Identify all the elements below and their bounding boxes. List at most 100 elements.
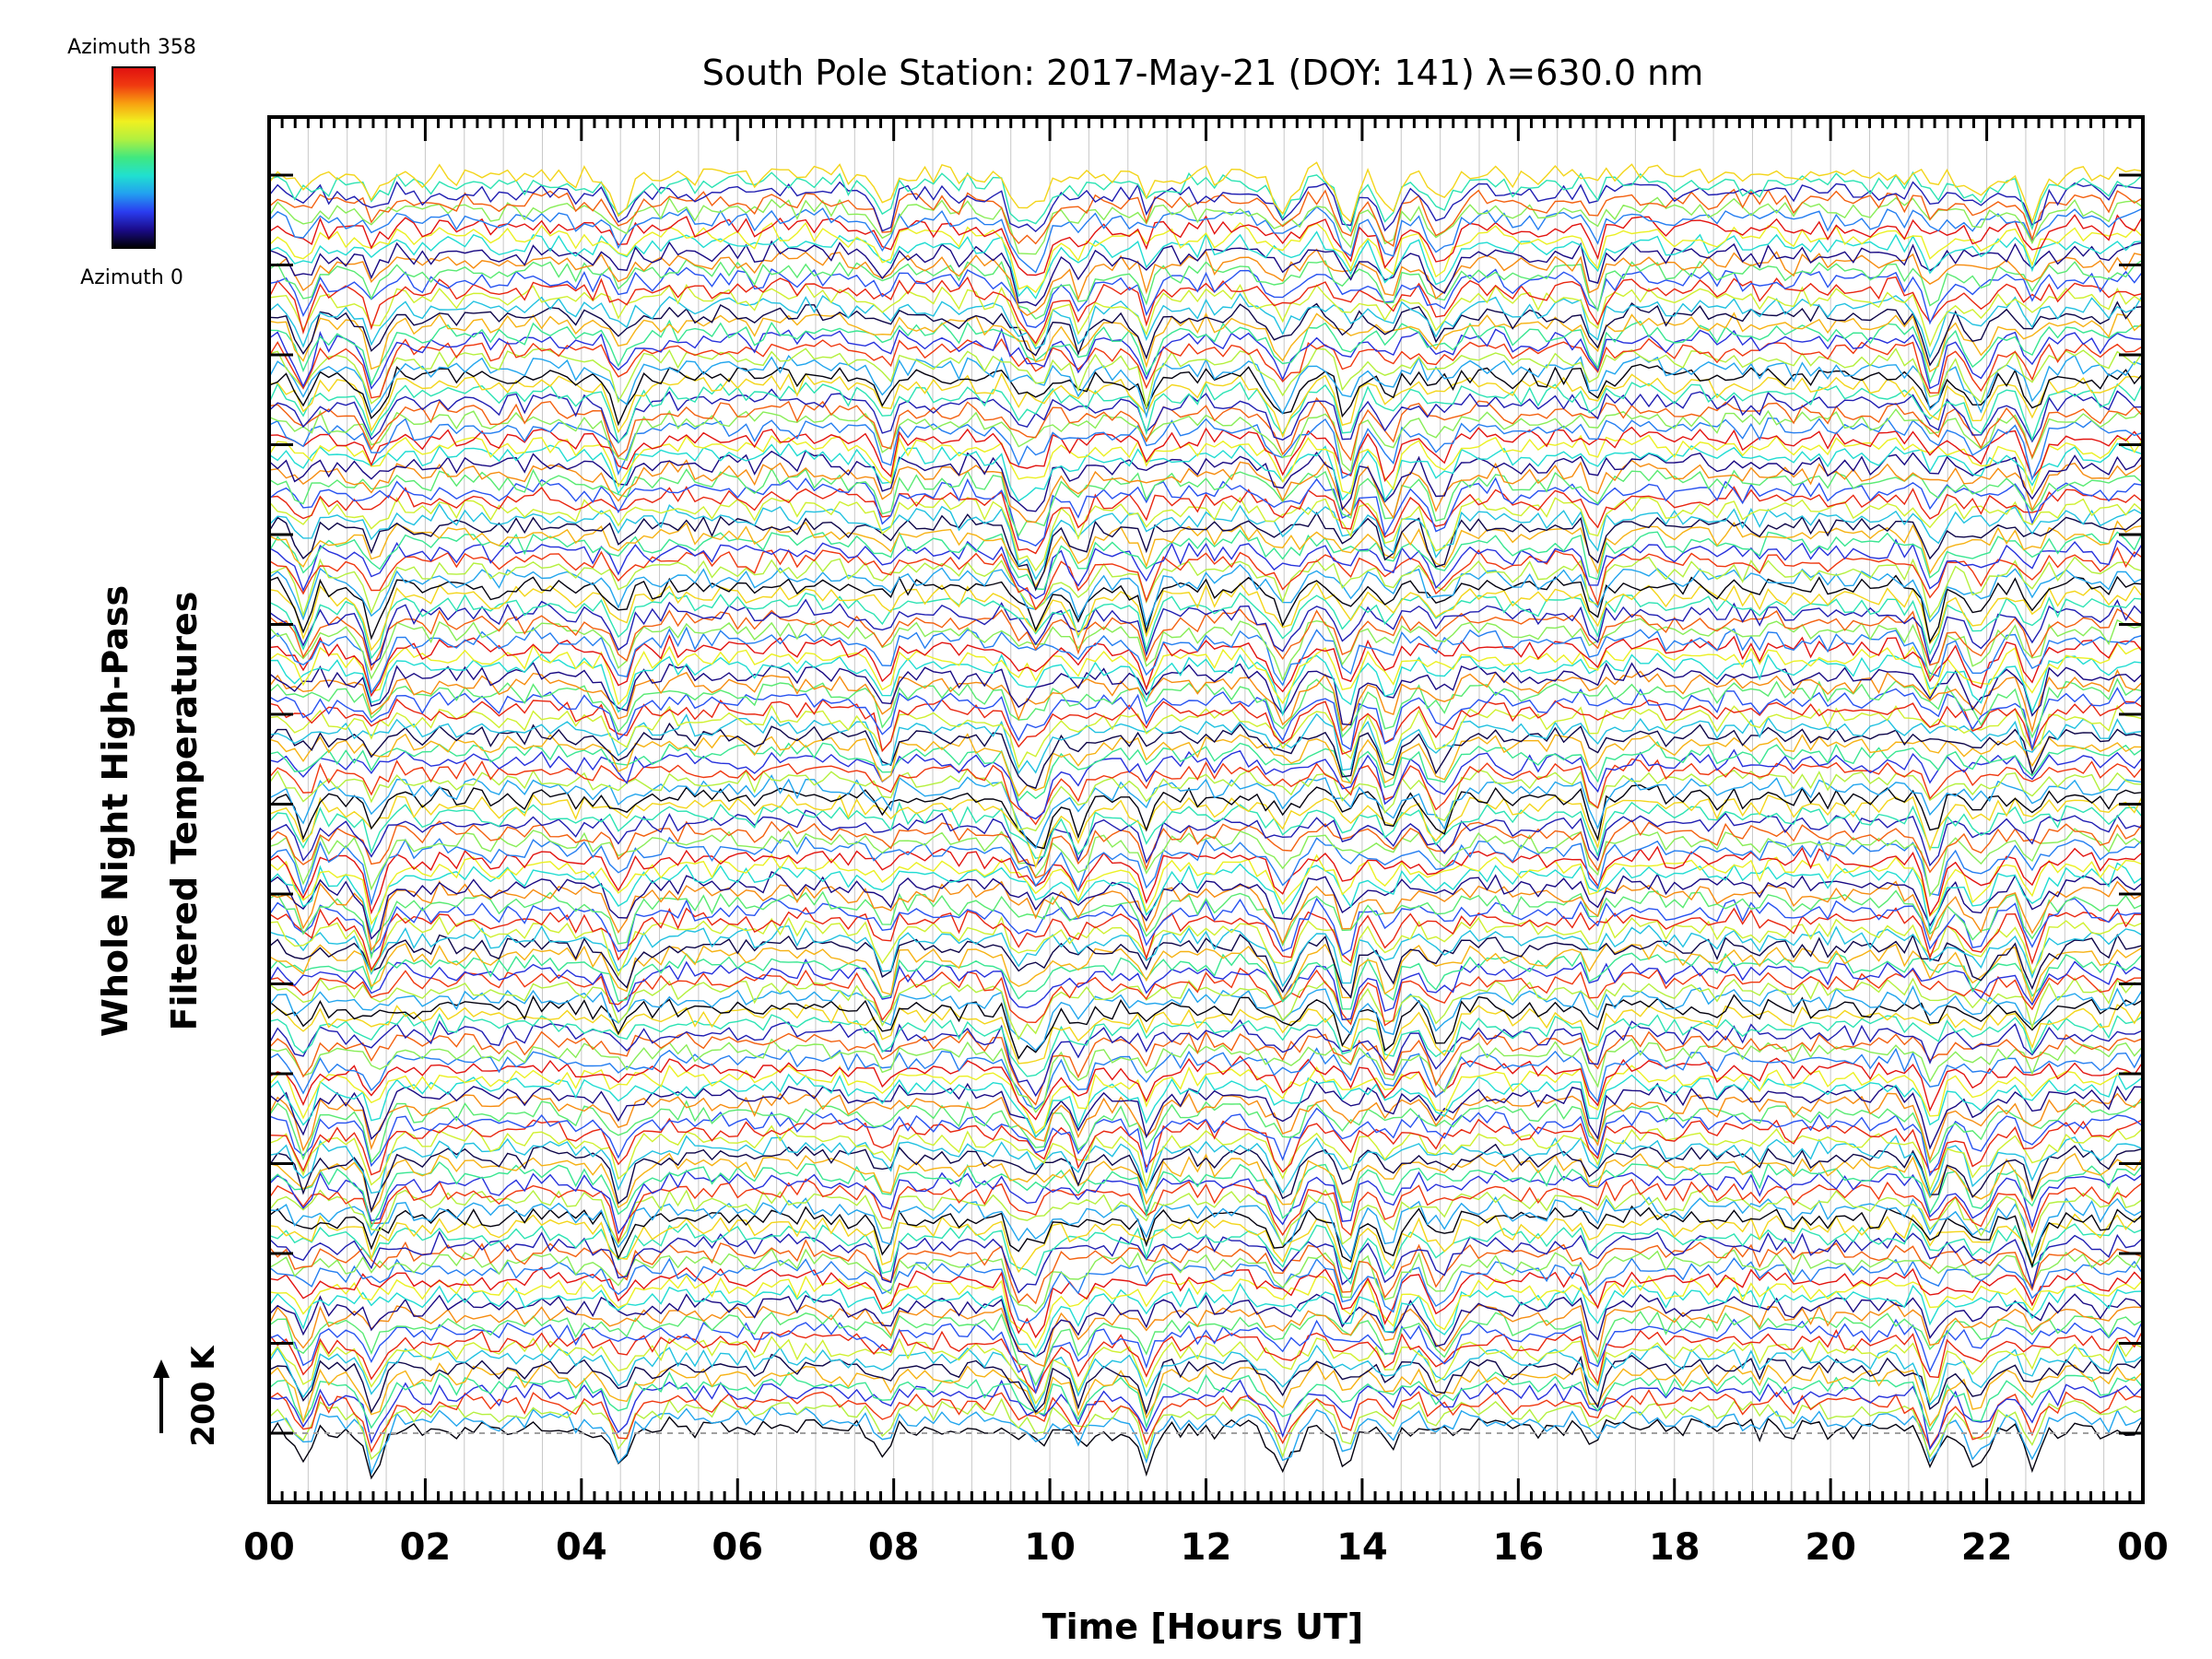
temperature-trace [269, 381, 2143, 444]
temperature-trace [269, 985, 2143, 1052]
temperature-trace [269, 758, 2143, 826]
temperature-trace [269, 450, 2143, 512]
temperature-trace [269, 915, 2143, 977]
temperature-trace [269, 188, 2143, 248]
temperature-trace [269, 977, 2143, 1041]
temperature-trace [269, 653, 2143, 717]
x-tick-labels: 00 02 04 06 08 10 12 14 16 18 20 22 00 [243, 1526, 2169, 1569]
temperature-trace [269, 1072, 2143, 1138]
temperature-trace [269, 1389, 2143, 1453]
temperature-trace [269, 434, 2143, 496]
temperature-trace [269, 196, 2143, 255]
temperature-trace [269, 1282, 2143, 1359]
temperature-trace [269, 740, 2143, 802]
x-tick-label: 18 [1649, 1526, 1700, 1569]
temperature-trace [269, 337, 2143, 399]
x-tick-label: 00 [243, 1526, 295, 1569]
temperature-trace [269, 486, 2143, 555]
temperature-trace [269, 924, 2143, 988]
temperature-trace [269, 276, 2143, 345]
temperature-trace [269, 347, 2143, 408]
temperature-trace [269, 248, 2143, 317]
temperature-trace [269, 1335, 2143, 1406]
temperature-trace [269, 512, 2143, 592]
x-tick-label: 06 [712, 1526, 763, 1569]
temperature-trace [269, 496, 2143, 572]
colorbar-top-label: Azimuth 358 [67, 36, 196, 59]
temperature-trace [269, 1004, 2143, 1065]
temperature-trace [269, 687, 2143, 751]
temperature-trace [269, 214, 2143, 276]
temperature-trace [269, 300, 2143, 367]
temperature-trace [269, 371, 2143, 439]
temperature-trace [269, 1318, 2143, 1394]
temperature-trace [269, 1107, 2143, 1177]
temperature-trace [269, 836, 2143, 907]
scale-bar-label: 200 K [185, 1345, 222, 1447]
temperature-trace [269, 591, 2143, 660]
temperature-trace [269, 283, 2143, 348]
temperature-trace [269, 958, 2143, 1021]
temperature-trace [269, 1248, 2143, 1313]
temperature-trace [269, 712, 2143, 775]
temperature-trace [269, 1170, 2143, 1235]
temperature-trace [269, 1266, 2143, 1339]
temperature-trace [269, 312, 2143, 373]
temperature-trace [269, 582, 2143, 652]
temperature-trace [269, 634, 2143, 698]
temperature-trace [269, 1205, 2143, 1269]
temperature-trace [269, 677, 2143, 739]
temperature-trace [269, 1222, 2143, 1286]
temperature-trace [269, 1213, 2143, 1274]
temperature-trace [269, 1124, 2143, 1193]
trace-group [269, 161, 2143, 1480]
colorbar-bottom-label: Azimuth 0 [80, 266, 183, 289]
temperature-trace [269, 897, 2143, 957]
temperature-trace [269, 906, 2143, 971]
temperature-trace [269, 967, 2143, 1027]
scale-bar-arrow-head [153, 1359, 170, 1378]
temperature-trace [269, 171, 2143, 233]
temperature-trace [269, 563, 2143, 629]
temperature-trace [269, 442, 2143, 502]
x-tick-label: 10 [1024, 1526, 1076, 1569]
temperature-trace [269, 1343, 2143, 1411]
temperature-trace [269, 618, 2143, 682]
temperature-trace [269, 547, 2143, 611]
temperature-trace [269, 574, 2143, 644]
temperature-trace [269, 266, 2143, 328]
x-tick-label: 04 [556, 1526, 607, 1569]
temperature-trace [269, 1301, 2143, 1368]
temperature-trace [269, 240, 2143, 307]
temperature-trace [269, 784, 2143, 850]
temperature-trace [269, 943, 2143, 1004]
temperature-trace [269, 1379, 2143, 1451]
temperature-trace [269, 1152, 2143, 1213]
temperature-trace [269, 161, 2143, 224]
temperature-trace [269, 994, 2143, 1060]
temperature-trace [269, 1257, 2143, 1324]
x-tick-label: 00 [2117, 1526, 2169, 1569]
temperature-trace [269, 1274, 2143, 1349]
temperature-trace [269, 950, 2143, 1010]
temperature-trace [269, 258, 2143, 320]
temperature-trace [269, 1416, 2143, 1480]
temperature-trace [269, 1100, 2143, 1164]
x-tick-label: 22 [1961, 1526, 2013, 1569]
temperature-trace [269, 1185, 2143, 1249]
temperature-trace [269, 417, 2143, 482]
temperature-trace [269, 642, 2143, 706]
temperature-trace [269, 1038, 2143, 1113]
temperature-trace [269, 396, 2143, 462]
temperature-trace [269, 477, 2143, 547]
temperature-trace [269, 933, 2143, 999]
temperature-trace [269, 1371, 2143, 1432]
x-tick-label: 02 [400, 1526, 452, 1569]
x-tick-label: 14 [1336, 1526, 1388, 1569]
temperature-trace [269, 1196, 2143, 1261]
axis-ticks [267, 117, 2145, 1502]
x-tick-label: 12 [1181, 1526, 1232, 1569]
temperature-trace [269, 1012, 2143, 1077]
temperature-trace [269, 722, 2143, 790]
temperature-trace [269, 668, 2143, 734]
